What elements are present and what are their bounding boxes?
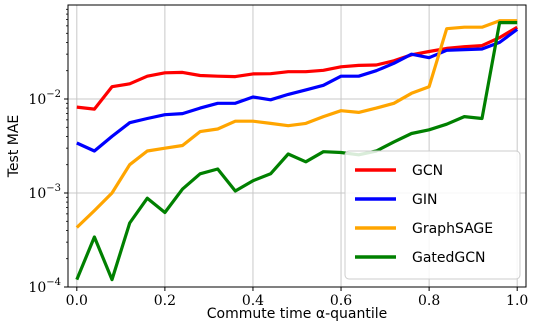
x-tick-label: 0.0	[66, 293, 88, 309]
legend-label-gin: GIN	[412, 192, 437, 208]
legend-label-gatedgcn: GatedGCN	[412, 250, 486, 266]
x-tick-label: 0.6	[330, 293, 352, 309]
legend: GCN GIN GraphSAGE GatedGCN	[344, 150, 521, 280]
plot-frame	[67, 4, 527, 288]
axis-ticks: 0.0 0.2 0.4 0.6 0.8 1.0 10−4 10−3 10−2	[28, 8, 528, 309]
y-tick-label: 10−4	[28, 277, 61, 296]
series-line-gcn	[76, 25, 519, 111]
y-tick-label: 10−2	[28, 89, 61, 108]
x-tick-label: 0.4	[242, 293, 264, 309]
series-line-gatedgcn	[75, 21, 518, 282]
series-lines	[75, 19, 519, 282]
x-tick-label: 0.8	[418, 293, 440, 309]
series-line-graphsage	[75, 19, 518, 229]
x-axis-title: Commute time α-quantile	[207, 306, 388, 322]
x-tick-label: 0.2	[154, 293, 176, 309]
series-line-gin	[76, 28, 519, 153]
y-tick-label: 10−3	[28, 183, 61, 202]
legend-label-gcn: GCN	[412, 163, 443, 179]
legend-label-graphsage: GraphSAGE	[412, 221, 493, 237]
y-axis-title: Test MAE	[6, 115, 22, 179]
legend-box	[344, 150, 521, 280]
x-tick-label: 1.0	[506, 293, 528, 309]
